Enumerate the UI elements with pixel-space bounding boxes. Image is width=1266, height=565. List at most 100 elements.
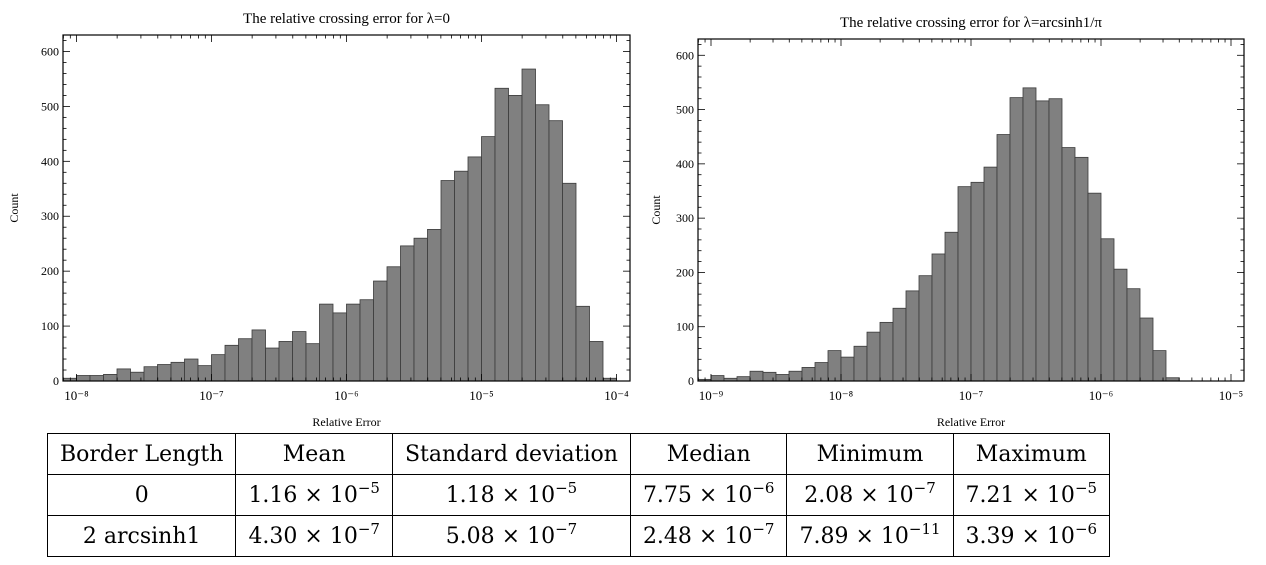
histogram-bar: [1100, 238, 1115, 382]
histogram-bar: [211, 354, 226, 382]
header-median: Median: [629, 433, 788, 475]
cell-median: 2.48 × 10−7: [629, 515, 788, 557]
y-tick-label: 400: [676, 157, 694, 171]
histogram-bar: [251, 329, 266, 382]
histogram-bar: [1113, 268, 1128, 382]
histogram-bar: [170, 361, 185, 382]
histogram-bar: [710, 375, 725, 382]
y-tick-label: 500: [41, 99, 59, 113]
histogram-bar: [373, 280, 388, 382]
histogram-bar: [1048, 98, 1063, 382]
cell-mean: 4.30 × 10−7: [235, 515, 393, 557]
histogram-bar: [1152, 350, 1167, 382]
header-standard-deviation: Standard deviation: [391, 433, 631, 475]
histogram-bar: [89, 375, 104, 382]
histogram-charts: 10⁻⁸ 10⁻⁷ 10⁻⁶ 10⁻⁵ 10⁻⁴ 0 100 200 300 400 500 600 T…: [7, 11, 1245, 429]
histogram-bar: [1087, 192, 1102, 382]
chart-title: The relative crossing error for λ=0: [243, 11, 450, 27]
histogram-bar: [840, 356, 855, 382]
table-row: 2 arcsinh1 4.30 × 10−7 5.08 × 10−7 2.48 …: [46, 515, 1111, 557]
histogram-bar: [1139, 317, 1154, 382]
histogram-bar: [157, 364, 172, 382]
cell-median: 7.75 × 10−6: [629, 474, 788, 516]
y-tick-label: 500: [676, 103, 694, 117]
cell-standard-deviation: 1.18 × 10−5: [391, 474, 631, 516]
histogram-bar: [467, 156, 482, 382]
x-tick-label: 10⁻⁷: [199, 388, 223, 403]
cell-border-length: 2 arcsinh1: [46, 515, 237, 557]
histogram-bar: [775, 374, 790, 382]
histogram-bar: [762, 371, 777, 382]
header-maximum: Maximum: [952, 433, 1111, 475]
x-tick-label: 10⁻⁴: [604, 388, 629, 403]
x-tick-label: 10⁻⁷: [959, 388, 983, 403]
histogram-bar: [970, 181, 985, 382]
histogram-bar: [1061, 147, 1076, 382]
histogram-bar: [427, 229, 442, 382]
x-tick-label: 10⁻⁶: [1089, 388, 1113, 403]
histogram-bar: [440, 180, 455, 382]
histogram-bar: [814, 362, 829, 382]
y-tick-label: 0: [688, 374, 694, 388]
histogram-bar: [1022, 87, 1037, 382]
y-tick-label: 300: [676, 211, 694, 225]
histogram-bar: [1074, 156, 1089, 382]
histogram-bar: [879, 321, 894, 382]
y-tick-label: 0: [53, 374, 59, 388]
cell-minimum: 2.08 × 10−7: [786, 474, 954, 516]
chart-title: The relative crossing error for λ=arcsin…: [840, 15, 1102, 31]
table-row: 0 1.16 × 10−5 1.18 × 10−5 7.75 × 10−6 2.…: [46, 474, 1111, 516]
y-tick-label: 400: [41, 154, 59, 168]
x-tick-label: 10⁻⁵: [1219, 388, 1243, 403]
histogram-bar: [918, 275, 933, 382]
histogram-bar: [76, 375, 91, 382]
table-header-row: Border Length Mean Standard deviation Me…: [46, 433, 1111, 475]
histogram-bar: [736, 376, 751, 382]
histogram-bar: [548, 120, 563, 382]
histogram-bar: [892, 307, 907, 382]
histogram-bar: [130, 371, 145, 382]
cell-standard-deviation: 5.08 × 10−7: [391, 515, 631, 557]
histogram-bar: [575, 305, 590, 382]
x-tick-label: 10⁻⁶: [334, 388, 358, 403]
histogram-bar: [224, 344, 239, 382]
histogram-bar: [1126, 288, 1141, 382]
histogram-bar: [905, 290, 920, 382]
histogram-bar: [957, 186, 972, 382]
histogram-bar: [413, 237, 428, 382]
x-tick-label: 10⁻⁸: [829, 388, 854, 403]
x-axis-label: Relative Error: [312, 415, 380, 429]
histogram-bar: [521, 68, 536, 382]
histogram-bar: [535, 104, 550, 382]
histogram-bar: [278, 341, 293, 382]
histogram-bar: [749, 370, 764, 382]
histogram-bar: [332, 312, 347, 382]
histogram-bar: [143, 366, 158, 382]
histogram-bar: [589, 341, 604, 382]
histogram-bar: [197, 365, 212, 382]
histogram-bar: [827, 350, 842, 382]
x-tick-label: 10⁻⁹: [699, 388, 724, 403]
histogram-bar: [238, 338, 253, 382]
cell-mean: 1.16 × 10−5: [235, 474, 393, 516]
statistics-table: Border Length Mean Standard deviation Me…: [46, 433, 1111, 557]
cell-minimum: 7.89 × 10−11: [786, 515, 954, 557]
histogram-bar: [1009, 97, 1024, 382]
header-mean: Mean: [235, 433, 393, 475]
histogram-bar: [346, 303, 361, 382]
histogram-bar: [116, 368, 131, 382]
histogram-bar: [481, 136, 496, 382]
y-tick-label: 200: [41, 264, 59, 278]
histogram-bar: [1035, 100, 1050, 382]
x-tick-label: 10⁻⁵: [469, 388, 493, 403]
histogram-bar: [931, 253, 946, 382]
histogram-bar: [265, 347, 280, 382]
x-tick-label: 10⁻⁸: [64, 388, 89, 403]
header-border-length: Border Length: [46, 433, 237, 475]
x-axis-label: Relative Error: [937, 415, 1005, 429]
histogram-bar: [996, 134, 1011, 382]
y-tick-label: 100: [676, 320, 694, 334]
histogram-bar: [305, 343, 320, 382]
y-tick-label: 300: [41, 209, 59, 223]
histogram-bar: [508, 95, 523, 382]
